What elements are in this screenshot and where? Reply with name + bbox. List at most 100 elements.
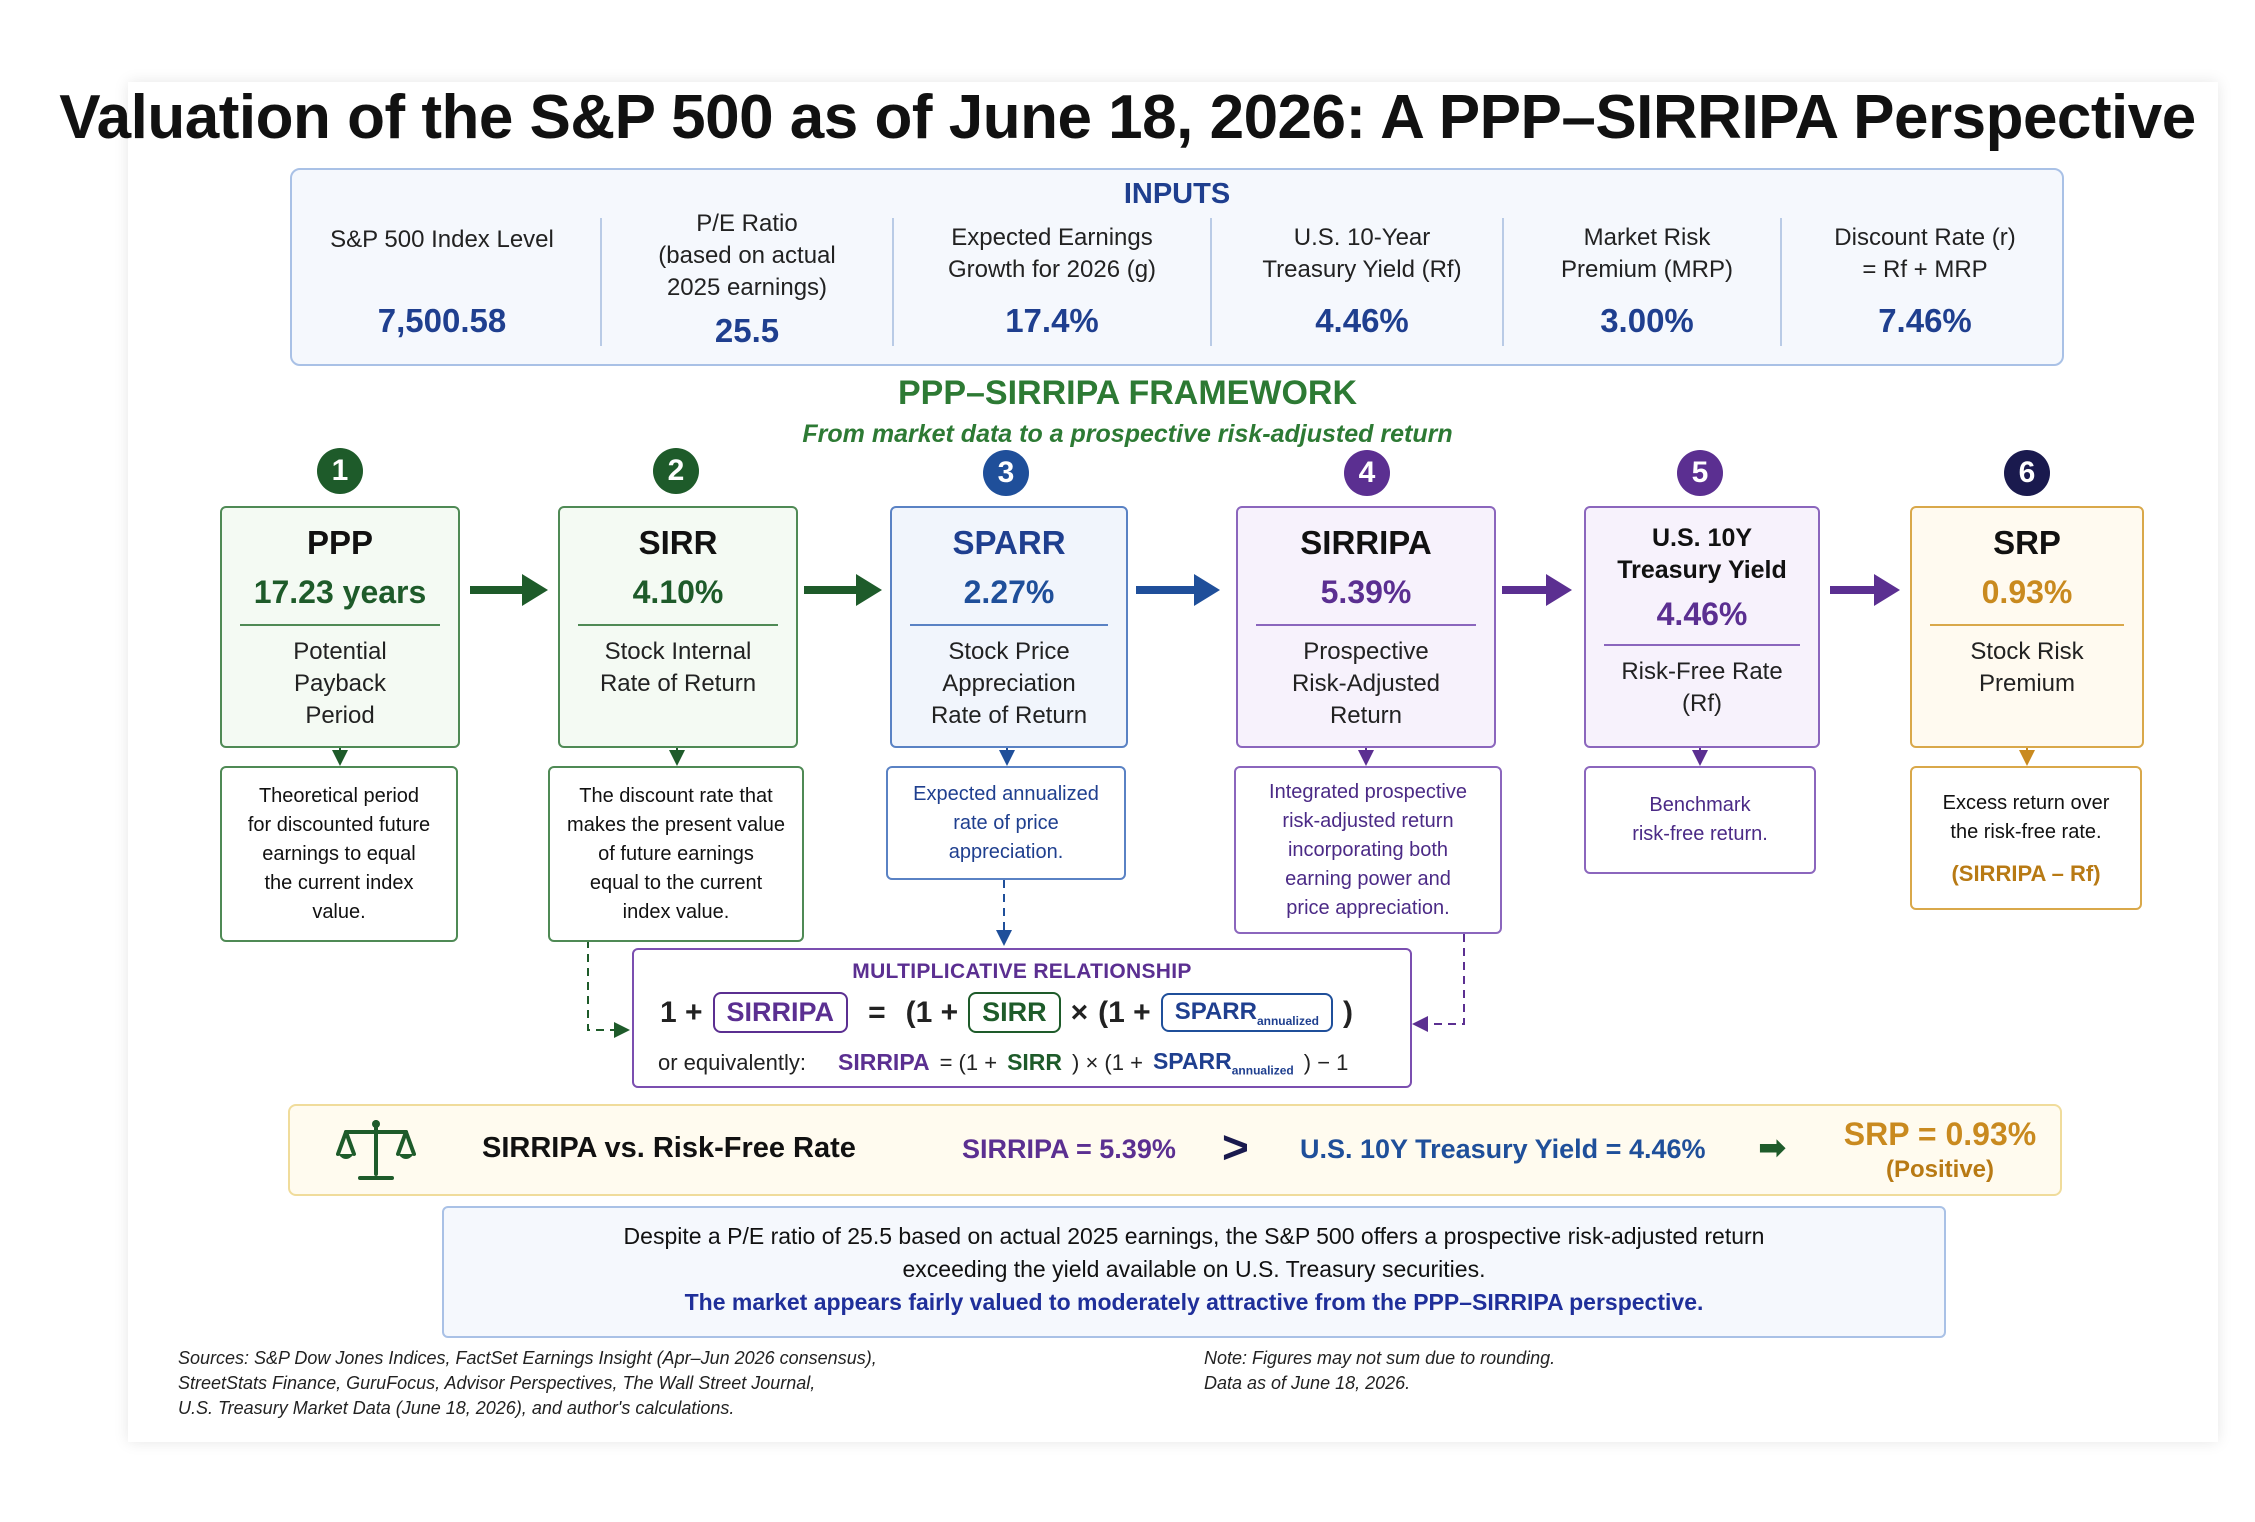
multiplicative-relationship-box: MULTIPLICATIVE RELATIONSHIP 1 + SIRRIPA … <box>632 948 1412 1088</box>
step-note-treasury: Benchmark risk-free return. <box>1584 766 1816 874</box>
input-label: Treasury Yield (Rf) <box>1262 256 1462 283</box>
input-market-risk-premium: Market Risk Premium (MRP) 3.00% <box>1514 210 1780 350</box>
step-desc: Rate of Return <box>930 702 1088 729</box>
comparison-bar: SIRRIPA vs. Risk-Free Rate SIRRIPA = 5.3… <box>288 1104 2062 1196</box>
step-desc: Prospective <box>1303 638 1429 665</box>
eq-sparr: SPARR <box>1174 997 1257 1025</box>
framework-subtitle: From market data to a prospective risk-a… <box>802 420 1453 448</box>
eq-open-paren: (1 + <box>1098 995 1151 1029</box>
step-box-ppp: PPP 17.23 years Potential Payback Period <box>220 506 460 748</box>
step-desc: Risk-Adjusted <box>1291 670 1441 697</box>
note-line: for discounted future <box>247 813 431 836</box>
note-line: Expected annualized <box>913 782 1099 805</box>
step-desc: Period <box>305 702 375 729</box>
step-number-6: 6 <box>2004 450 2050 496</box>
divider <box>1210 218 1212 346</box>
note-line: equal to the current <box>589 871 763 894</box>
note-line: rate of price <box>953 811 1059 834</box>
step-desc: Potential <box>293 638 387 665</box>
arrow-5-6 <box>1830 574 1900 606</box>
source-line: U.S. Treasury Market Data (June 18, 2026… <box>178 1398 735 1418</box>
step-box-treasury: U.S. 10Y Treasury Yield 4.46% Risk-Free … <box>1584 506 1820 748</box>
step-value: 4.46% <box>1656 596 1748 632</box>
step-desc: Appreciation <box>942 670 1076 697</box>
comparison-label: SIRRIPA vs. Risk-Free Rate <box>482 1132 856 1164</box>
balance-scale-icon <box>336 1120 416 1180</box>
step-number-2: 2 <box>653 448 699 494</box>
input-label: Market Risk <box>1583 224 1711 251</box>
step-name: PPP <box>306 524 374 561</box>
step-value: 5.39% <box>1320 574 1412 610</box>
comparison-sirripa: SIRRIPA = 5.39% <box>962 1134 1176 1164</box>
step-desc: Stock Internal <box>604 638 752 665</box>
note-line: risk-free return. <box>1632 823 1768 845</box>
note-line: The discount rate that <box>579 784 773 807</box>
input-value: 3.00% <box>1600 302 1694 339</box>
divider <box>578 624 778 626</box>
divider <box>240 624 440 626</box>
eq-times: × <box>1070 995 1089 1029</box>
step-note-srp: Excess return over the risk-free rate. (… <box>1910 766 2142 910</box>
step-desc: Payback <box>293 670 387 697</box>
input-value: 17.4% <box>1005 302 1099 339</box>
input-index-level: S&P 500 Index Level 7,500.58 <box>312 210 572 350</box>
input-label: Expected Earnings <box>951 224 1153 251</box>
eq-sirr-pill: SIRR <box>968 992 1061 1033</box>
conclusion-box: Despite a P/E ratio of 25.5 based on act… <box>442 1206 1946 1338</box>
divider <box>1780 218 1782 346</box>
divider <box>1604 644 1800 646</box>
note-line: earnings to equal <box>262 842 416 865</box>
equiv-end: ) − 1 <box>1303 1049 1349 1075</box>
step-value: 0.93% <box>1981 574 2073 610</box>
step-number-3: 3 <box>983 450 1029 496</box>
step-value: 2.27% <box>963 574 1055 610</box>
step-box-srp: SRP 0.93% Stock Risk Premium <box>1910 506 2144 748</box>
divider <box>910 624 1108 626</box>
eq-open-paren: (1 + <box>905 995 959 1029</box>
input-treasury-yield: U.S. 10-Year Treasury Yield (Rf) 4.46% <box>1222 210 1502 350</box>
step-number-5: 5 <box>1677 450 1723 496</box>
equiv-sirripa: SIRRIPA <box>837 1049 930 1076</box>
input-value: 25.5 <box>714 312 780 349</box>
multiplicative-heading: MULTIPLICATIVE RELATIONSHIP <box>852 960 1192 983</box>
note-line: makes the present value <box>567 813 785 836</box>
note-line: value. <box>312 900 366 923</box>
input-label: Growth for 2026 (g) <box>947 256 1157 283</box>
divider <box>892 218 894 346</box>
inputs-heading: INPUTS <box>1123 178 1231 210</box>
input-value: 4.46% <box>1315 302 1409 339</box>
step-box-sirr: SIRR 4.10% Stock Internal Rate of Return <box>558 506 798 748</box>
equiv-mid: = (1 + <box>939 1049 998 1075</box>
step-value: 4.10% <box>632 574 724 610</box>
source-line: Sources: S&P Dow Jones Indices, FactSet … <box>178 1348 877 1368</box>
eq-one-plus: 1 + <box>660 995 703 1029</box>
equation-equivalent: or equivalently: SIRRIPA = (1 + SIRR ) ×… <box>658 1048 1348 1078</box>
step-note-sirripa: Integrated prospective risk-adjusted ret… <box>1234 766 1502 934</box>
step-name: U.S. 10Y <box>1651 524 1753 552</box>
step-box-sirripa: SIRRIPA 5.39% Prospective Risk-Adjusted … <box>1236 506 1496 748</box>
equiv-sirr: SIRR <box>1007 1049 1063 1076</box>
step-name: SIRRIPA <box>1300 524 1432 561</box>
note-line: Excess return over <box>1942 791 2110 814</box>
step-desc: Stock Risk <box>1970 638 2084 665</box>
arrow-2-3 <box>804 574 882 606</box>
step-number-1: 1 <box>317 448 363 494</box>
eq-close-paren: ) <box>1342 995 1353 1029</box>
step-note-ppp: Theoretical period for discounted future… <box>220 766 458 942</box>
comparison-treasury: U.S. 10Y Treasury Yield = 4.46% <box>1300 1134 1706 1164</box>
eq-sirripa-pill: SIRRIPA <box>712 992 849 1033</box>
note-line: Note: Figures may not sum due to roundin… <box>1204 1348 1556 1368</box>
note-line: of future earnings <box>598 842 754 865</box>
arrow-1-2 <box>470 574 548 606</box>
inputs-panel: INPUTS S&P 500 Index Level 7,500.58 P/E … <box>290 168 2064 366</box>
step-number-4: 4 <box>1344 450 1390 496</box>
divider <box>1256 624 1476 626</box>
right-arrow-icon: ➡ <box>1758 1129 1787 1167</box>
step-name: SRP <box>1993 524 2061 561</box>
input-label: S&P 500 Index Level <box>330 226 554 253</box>
note-line: earning power and <box>1285 867 1451 890</box>
equiv-sparr-subscript: annualized <box>1231 1063 1294 1078</box>
step-desc: Risk-Free Rate <box>1621 658 1783 685</box>
sources: Sources: S&P Dow Jones Indices, FactSet … <box>178 1346 877 1421</box>
greater-than-sign: > <box>1222 1121 1249 1173</box>
